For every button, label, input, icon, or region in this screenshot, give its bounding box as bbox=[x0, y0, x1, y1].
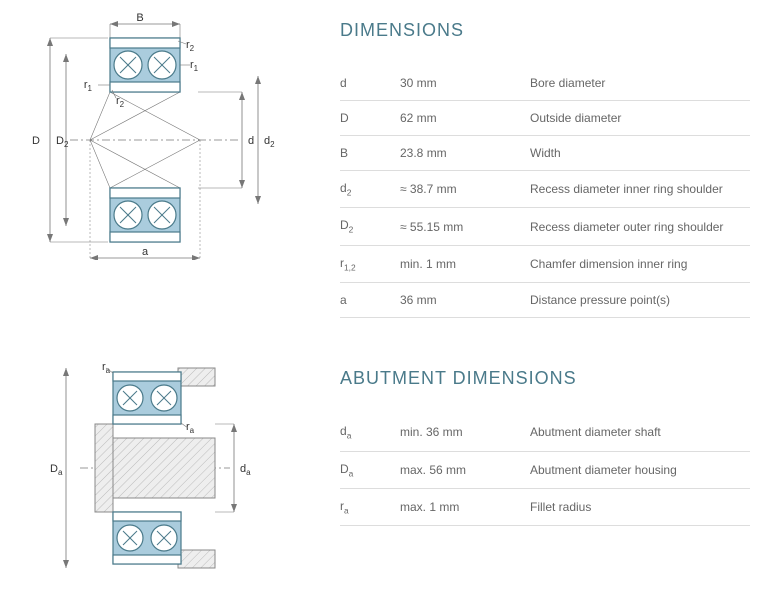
table-row: B23.8 mmWidth bbox=[340, 136, 750, 171]
value-cell: 36 mm bbox=[400, 283, 530, 318]
table-row: damin. 36 mmAbutment diameter shaft bbox=[340, 414, 750, 451]
symbol-cell: B bbox=[340, 136, 400, 171]
table-row: a36 mmDistance pressure point(s) bbox=[340, 283, 750, 318]
desc-cell: Width bbox=[530, 136, 750, 171]
desc-cell: Recess diameter inner ring shoulder bbox=[530, 171, 750, 208]
value-cell: ≈ 38.7 mm bbox=[400, 171, 530, 208]
symbol-cell: ra bbox=[340, 488, 400, 525]
symbol-cell: a bbox=[340, 283, 400, 318]
svg-text:r1: r1 bbox=[84, 79, 93, 93]
symbol-cell: r1,2 bbox=[340, 245, 400, 282]
value-cell: min. 1 mm bbox=[400, 245, 530, 282]
table-row: ramax. 1 mmFillet radius bbox=[340, 488, 750, 525]
value-cell: 30 mm bbox=[400, 66, 530, 101]
svg-text:B: B bbox=[136, 12, 143, 24]
svg-text:d2: d2 bbox=[264, 135, 275, 149]
table-row: D62 mmOutside diameter bbox=[340, 101, 750, 136]
svg-text:da: da bbox=[240, 463, 251, 477]
table-row: d30 mmBore diameter bbox=[340, 66, 750, 101]
symbol-cell: da bbox=[340, 414, 400, 451]
svg-text:Da: Da bbox=[50, 463, 63, 477]
dimensions-diagram: D D2 d d2 bbox=[20, 10, 300, 318]
symbol-cell: d bbox=[340, 66, 400, 101]
value-cell: min. 36 mm bbox=[400, 414, 530, 451]
value-cell: 62 mm bbox=[400, 101, 530, 136]
svg-text:r1: r1 bbox=[190, 59, 199, 73]
desc-cell: Bore diameter bbox=[530, 66, 750, 101]
desc-cell: Chamfer dimension inner ring bbox=[530, 245, 750, 282]
value-cell: max. 1 mm bbox=[400, 488, 530, 525]
table-row: d2≈ 38.7 mmRecess diameter inner ring sh… bbox=[340, 171, 750, 208]
symbol-cell: d2 bbox=[340, 171, 400, 208]
desc-cell: Abutment diameter housing bbox=[530, 451, 750, 488]
svg-text:ra: ra bbox=[186, 421, 195, 435]
svg-text:D2: D2 bbox=[56, 135, 69, 149]
abutment-table: damin. 36 mmAbutment diameter shaftDamax… bbox=[340, 414, 750, 526]
abutment-diagram: Da da bbox=[20, 358, 300, 581]
table-row: Damax. 56 mmAbutment diameter housing bbox=[340, 451, 750, 488]
dimensions-table: d30 mmBore diameterD62 mmOutside diamete… bbox=[340, 66, 750, 318]
svg-text:r2: r2 bbox=[186, 39, 195, 53]
table-row: D2≈ 55.15 mmRecess diameter outer ring s… bbox=[340, 208, 750, 245]
value-cell: max. 56 mm bbox=[400, 451, 530, 488]
symbol-cell: Da bbox=[340, 451, 400, 488]
desc-cell: Abutment diameter shaft bbox=[530, 414, 750, 451]
desc-cell: Recess diameter outer ring shoulder bbox=[530, 208, 750, 245]
abutment-heading: ABUTMENT DIMENSIONS bbox=[340, 368, 750, 389]
svg-text:D: D bbox=[32, 135, 40, 147]
svg-text:r2: r2 bbox=[116, 95, 125, 109]
desc-cell: Fillet radius bbox=[530, 488, 750, 525]
value-cell: ≈ 55.15 mm bbox=[400, 208, 530, 245]
svg-text:a: a bbox=[142, 246, 149, 258]
value-cell: 23.8 mm bbox=[400, 136, 530, 171]
desc-cell: Distance pressure point(s) bbox=[530, 283, 750, 318]
symbol-cell: D2 bbox=[340, 208, 400, 245]
dimensions-heading: DIMENSIONS bbox=[340, 20, 750, 41]
symbol-cell: D bbox=[340, 101, 400, 136]
svg-text:d: d bbox=[248, 135, 254, 147]
table-row: r1,2min. 1 mmChamfer dimension inner rin… bbox=[340, 245, 750, 282]
desc-cell: Outside diameter bbox=[530, 101, 750, 136]
